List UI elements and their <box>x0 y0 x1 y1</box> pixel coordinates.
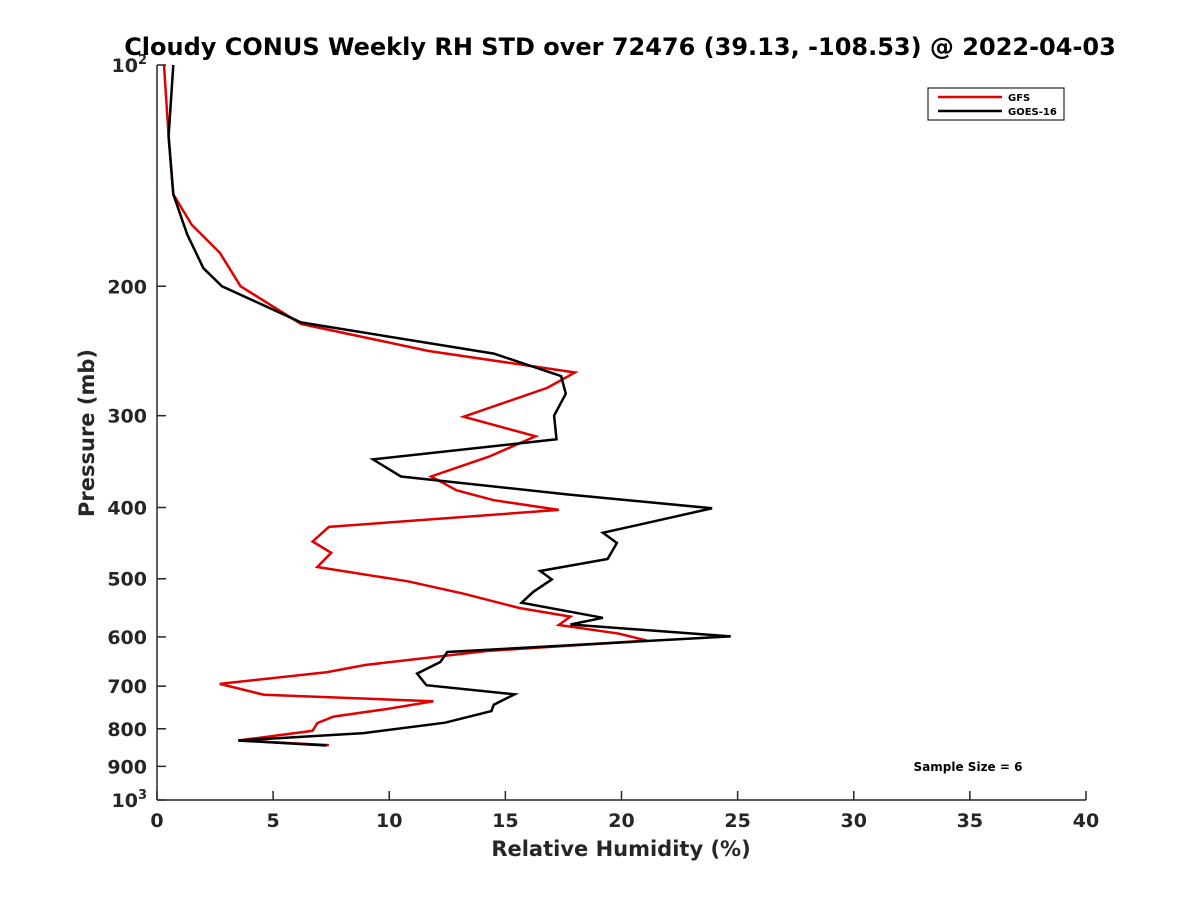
y-tick-label: 300 <box>107 406 147 428</box>
y-tick-label: 600 <box>107 627 147 649</box>
y-tick-label: 103 <box>112 788 148 812</box>
y-tick-label: 102 <box>112 53 148 77</box>
annotations: Sample Size = 6 <box>914 760 1023 774</box>
legend-label-gfs: GFS <box>1008 93 1030 104</box>
x-tick-label: 10 <box>376 810 402 832</box>
sample-size-annotation: Sample Size = 6 <box>914 760 1023 774</box>
x-tick-label: 40 <box>1073 810 1099 832</box>
y-tick-label: 500 <box>107 569 147 591</box>
x-axis: 0 5 10 15 20 25 30 35 40 <box>150 791 1099 832</box>
x-tick-label: 15 <box>492 810 518 832</box>
series-line-gfs <box>162 64 648 747</box>
x-axis-label: Relative Humidity (%) <box>491 837 750 861</box>
y-tick-label: 700 <box>107 676 147 698</box>
x-tick-label: 5 <box>267 810 280 832</box>
x-tick-label: 20 <box>608 810 634 832</box>
x-tick-label: 30 <box>841 810 867 832</box>
legend-box <box>927 87 1065 121</box>
y-tick-label: 400 <box>107 498 147 520</box>
x-tick-label: 35 <box>957 810 983 832</box>
x-tick-label: 0 <box>150 810 163 832</box>
plot-area <box>162 64 731 747</box>
x-tick-label: 25 <box>724 810 750 832</box>
y-axis: 102 200 300 400 500 600 700 800 900 103 <box>107 53 166 812</box>
y-tick-label: 200 <box>107 276 147 298</box>
series-line-goes-16 <box>167 64 731 747</box>
y-tick-label: 900 <box>107 756 147 778</box>
legend-label-goes-16: GOES-16 <box>1008 107 1057 118</box>
chart-title: Cloudy CONUS Weekly RH STD over 72476 (3… <box>124 33 1116 61</box>
y-axis-label: Pressure (mb) <box>75 349 99 517</box>
legend: GFS GOES-16 <box>927 87 1065 121</box>
y-tick-label: 800 <box>107 719 147 741</box>
